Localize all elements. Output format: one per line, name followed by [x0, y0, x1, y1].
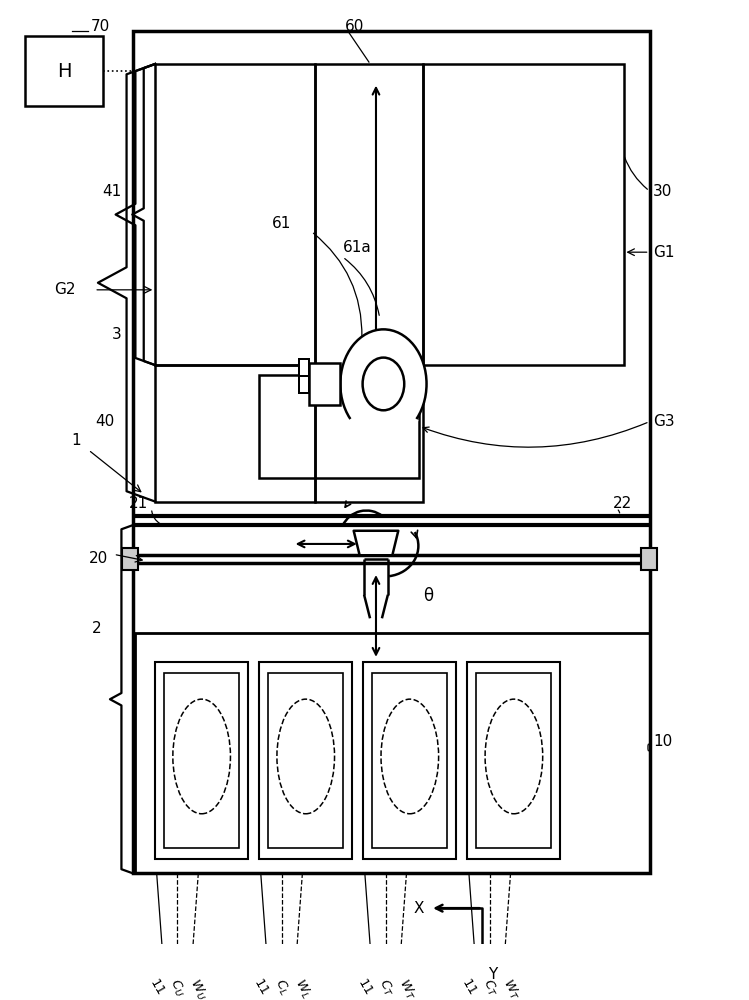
- Text: 20: 20: [89, 551, 109, 566]
- Bar: [309, 363, 340, 405]
- Text: $W_T$: $W_T$: [499, 977, 522, 1000]
- Bar: [155, 64, 315, 365]
- Text: $C_T$: $C_T$: [479, 977, 500, 1000]
- Text: $C_T$: $C_T$: [374, 977, 396, 1000]
- Text: X: X: [413, 901, 425, 916]
- Bar: [372, 673, 447, 848]
- Bar: [300, 375, 309, 393]
- Polygon shape: [354, 531, 398, 555]
- Text: $W_T$: $W_T$: [395, 977, 419, 1000]
- Text: 41: 41: [103, 184, 122, 199]
- Bar: [268, 673, 343, 848]
- Text: Y: Y: [488, 967, 497, 982]
- Text: 61a: 61a: [342, 240, 372, 255]
- Bar: [155, 662, 248, 859]
- Text: 11: 11: [459, 977, 479, 998]
- Text: $C_U$: $C_U$: [166, 977, 189, 1000]
- Text: 70: 70: [91, 19, 110, 34]
- Text: 21: 21: [129, 496, 148, 511]
- Text: 11: 11: [147, 977, 166, 998]
- Bar: [259, 375, 419, 478]
- Text: θ: θ: [423, 587, 433, 605]
- Bar: [259, 662, 352, 859]
- Bar: [300, 359, 309, 376]
- Text: G2: G2: [54, 282, 76, 297]
- Bar: [135, 633, 649, 873]
- Bar: [467, 662, 560, 859]
- Text: 61: 61: [272, 216, 291, 231]
- Text: 11: 11: [251, 977, 270, 998]
- Text: 22: 22: [613, 496, 631, 511]
- Text: 3: 3: [112, 327, 122, 342]
- Bar: [164, 673, 239, 848]
- Bar: [363, 662, 456, 859]
- Text: $W_U$: $W_U$: [187, 977, 210, 1000]
- Text: G3: G3: [653, 414, 675, 429]
- Circle shape: [340, 329, 426, 439]
- Text: G1: G1: [653, 245, 675, 260]
- Bar: [133, 31, 649, 873]
- Bar: [315, 64, 423, 502]
- Bar: [122, 548, 138, 570]
- Circle shape: [363, 358, 404, 410]
- Text: 10: 10: [653, 734, 673, 749]
- Bar: [25, 36, 103, 106]
- Text: 40: 40: [95, 414, 115, 429]
- Text: 11: 11: [355, 977, 374, 998]
- Text: $W_L$: $W_L$: [291, 977, 314, 1000]
- Text: 1: 1: [71, 433, 81, 448]
- Text: 60: 60: [345, 19, 364, 34]
- Text: H: H: [57, 62, 71, 81]
- Bar: [423, 64, 624, 365]
- Bar: [476, 673, 551, 848]
- Text: 30: 30: [653, 184, 673, 199]
- Bar: [155, 365, 315, 502]
- Text: 2: 2: [92, 621, 102, 636]
- Text: $C_L$: $C_L$: [271, 977, 292, 998]
- Bar: [640, 548, 657, 570]
